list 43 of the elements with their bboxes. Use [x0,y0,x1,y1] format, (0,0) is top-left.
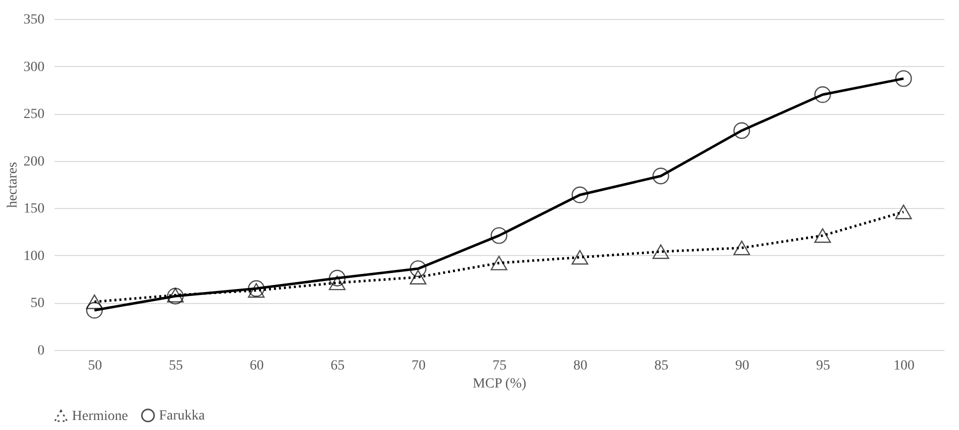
point [652,168,670,184]
point [814,228,831,243]
x-tick-label: 55 [168,358,183,374]
x-tick-label: 50 [88,358,102,374]
y-tick-label: 50 [30,296,44,312]
point [328,270,346,286]
y-tick-label: 100 [24,248,44,264]
y-tick-label: 0 [38,344,44,358]
x-tick-label: 95 [816,358,830,374]
legend-label: Farukka [159,408,206,424]
x-tick-label: 100 [894,358,915,374]
point [572,250,588,265]
x-axis-title: MCP (%) [472,376,527,392]
y-tick-label: 200 [24,154,44,170]
point [248,280,265,297]
point [814,86,831,103]
point [733,122,750,139]
x-tick-label: 65 [330,358,345,374]
point [490,256,508,270]
point [895,204,912,220]
x-tick-label: 90 [735,358,750,374]
point [86,302,103,319]
x-tick-label: 70 [412,358,426,374]
y-tick-label: 300 [24,60,44,75]
point [410,270,426,284]
point [572,186,588,204]
legend-label: Hermione [72,408,128,424]
x-tick-label: 85 [654,358,668,374]
point [895,70,912,87]
x-tick-label: 80 [573,358,588,374]
y-tick-label: 150 [24,202,44,217]
point [328,276,346,290]
x-tick-label: 60 [250,358,264,374]
point [490,227,508,244]
point [86,294,103,310]
point [410,260,426,277]
y-axis-title: hectares [6,162,20,208]
x-tick-label: 75 [492,358,506,374]
y-tick-label: 250 [24,107,44,122]
point [652,244,670,259]
point [248,283,265,298]
point [733,240,750,256]
y-tick-label: 350 [24,12,44,28]
